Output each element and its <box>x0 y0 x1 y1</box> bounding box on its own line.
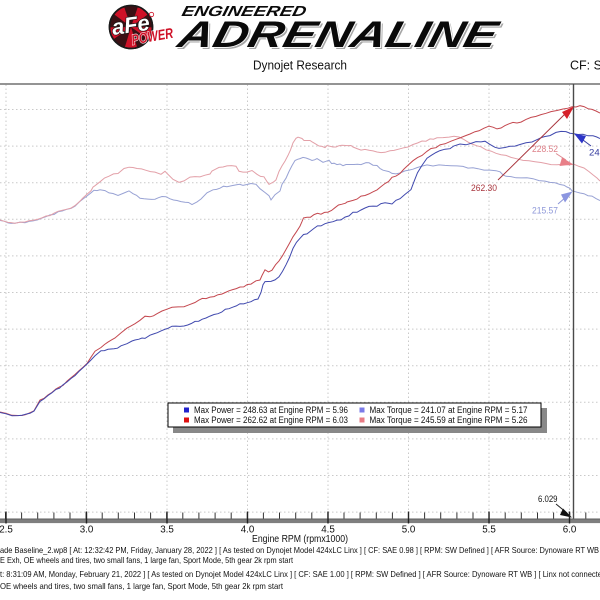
svg-text:ade Baseline_2.wp8 [ At: 12:32: ade Baseline_2.wp8 [ At: 12:32:42 PM, Fr… <box>0 545 599 555</box>
svg-text:Max Torque = 245.59 at Engine: Max Torque = 245.59 at Engine RPM = 5.26 <box>370 415 528 425</box>
svg-text:5.0: 5.0 <box>402 525 416 536</box>
svg-text:Dynojet Research: Dynojet Research <box>253 59 347 73</box>
svg-text:ADRENALINE: ADRENALINE <box>173 14 504 55</box>
svg-text:6.0: 6.0 <box>563 525 577 536</box>
svg-text:6.029: 6.029 <box>538 493 558 504</box>
svg-text:ENGINEERED: ENGINEERED <box>180 4 308 20</box>
svg-text:4.0: 4.0 <box>241 525 255 536</box>
svg-text:ADRENALINE: ADRENALINE <box>175 16 506 57</box>
svg-text:CF: SAE 1.00: CF: SAE 1.00 <box>570 59 600 73</box>
svg-text:Max Power = 262.62 at Engine R: Max Power = 262.62 at Engine RPM = 6.03 <box>194 415 348 425</box>
svg-text:aFe: aFe <box>110 10 151 40</box>
svg-text:5.5: 5.5 <box>482 525 496 536</box>
svg-text:OE wheels and tires, two small: OE wheels and tires, two small fans, 1 l… <box>0 581 284 591</box>
svg-text:4.5: 4.5 <box>321 525 335 536</box>
svg-text:262.30: 262.30 <box>471 183 497 194</box>
svg-text:247.86: 247.86 <box>589 148 600 159</box>
svg-text:E Exh, OE wheels and tires, tw: E Exh, OE wheels and tires, two small fa… <box>0 555 294 565</box>
svg-text:Max Power = 248.63 at Engine R: Max Power = 248.63 at Engine RPM = 5.96 <box>194 405 348 415</box>
svg-text:2.5: 2.5 <box>0 525 13 536</box>
svg-text:Engine RPM (rpmx1000): Engine RPM (rpmx1000) <box>252 533 348 545</box>
svg-text:228.52: 228.52 <box>532 144 558 155</box>
svg-text:t: 8:31:09 AM, Monday, Februar: t: 8:31:09 AM, Monday, February 21, 2022… <box>0 569 600 579</box>
svg-text:3.5: 3.5 <box>160 525 174 536</box>
svg-text:Max Torque = 241.07 at Engine: Max Torque = 241.07 at Engine RPM = 5.17 <box>370 405 528 415</box>
svg-text:215.57: 215.57 <box>532 206 558 217</box>
svg-text:3.0: 3.0 <box>80 525 94 536</box>
